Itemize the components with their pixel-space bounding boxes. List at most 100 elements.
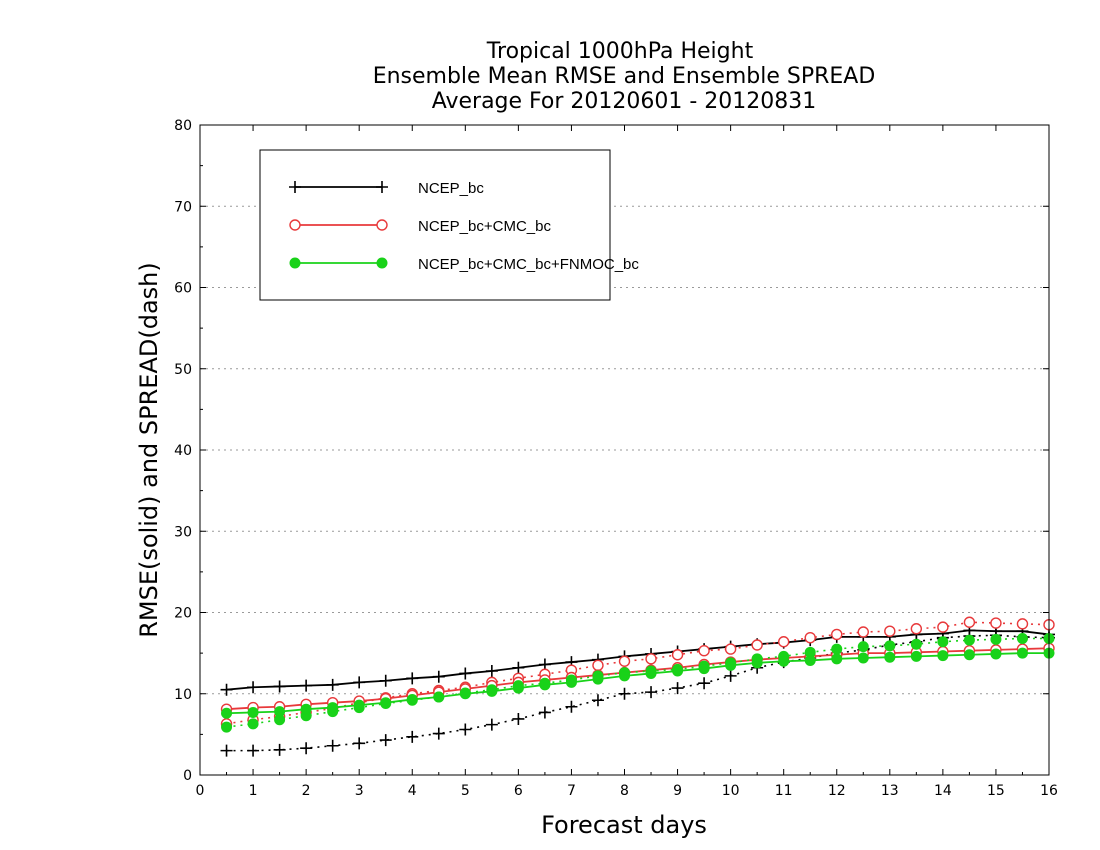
rmse-point [990,648,1002,660]
x-axis: 0 1 2 3 4 5 6 7 8 9 10 11 12 13 14 15 16 [196,125,1058,799]
spread-point [910,638,922,650]
title-line-3: Average For 20120601 - 20120831 [432,89,817,114]
x-tick-label: 13 [881,783,899,799]
rmse-point [247,681,260,694]
spread-point [247,718,259,730]
rmse-point [751,657,763,669]
rmse-point [459,667,472,680]
rmse-point [725,659,737,671]
y-tick-label: 40 [174,443,192,459]
rmse-point [247,706,259,718]
rmse-point [327,702,339,714]
spread-point [777,636,790,648]
x-tick-label: 7 [567,783,576,799]
spread-point [884,625,896,637]
spread-point [645,686,658,699]
spread-point [592,659,604,672]
series-layer [220,616,1055,757]
y-tick-label: 30 [174,524,192,540]
spread-point [937,621,949,633]
y-tick-label: 70 [174,199,192,215]
y-tick-label: 10 [174,687,192,703]
rmse-point [433,691,445,703]
x-tick-label: 2 [302,783,311,799]
x-tick-label: 15 [987,783,1005,799]
rmse-point [884,651,896,663]
y-axis: 0 10 20 30 40 50 60 70 80 [174,118,1049,784]
legend-label: NCEP_bc+CMC_bc [418,218,551,235]
y-axis-label: RMSE(solid) and SPREAD(dash) [135,262,163,638]
spread-point [963,616,976,628]
rmse-point [512,682,524,694]
spread-point [538,706,551,719]
rmse-point [273,680,286,693]
rmse-point [565,676,577,688]
rmse-point [937,650,949,662]
x-tick-label: 9 [673,783,682,799]
x-tick-label: 8 [620,783,629,799]
x-tick-label: 0 [196,783,205,799]
x-tick-label: 11 [775,783,793,799]
spread-point [645,653,657,665]
spread-point [910,623,923,635]
rmse-point [857,652,869,664]
legend-marker [376,219,388,231]
x-tick-label: 10 [722,783,740,799]
rmse-point [539,679,551,691]
legend-marker [289,181,301,193]
spread-point [698,677,711,690]
rmse-point [300,679,313,692]
legend-label: NCEP_bc [418,180,484,197]
rmse-point [274,706,286,718]
spread-point [1016,618,1029,630]
rmse-point [804,654,816,666]
rmse-point [645,667,657,679]
legend-item-2: NCEP_bc+CMC_bc [289,218,551,235]
spread-point [831,643,843,655]
rmse-point [406,693,418,705]
spread-point [300,742,313,755]
spread-line [226,621,1050,725]
spread-point [406,730,419,743]
legend-items: NCEP_bc NCEP_bc+CMC_bc NCEP_bc+CMC_bc+FNMO… [289,180,639,273]
spread-point [512,712,525,725]
spread-point [671,649,684,661]
spread-point [724,669,737,682]
x-tick-label: 3 [355,783,364,799]
rmse-point [963,649,975,661]
spread-point [804,631,816,644]
spread-point [857,641,869,653]
rmse-point [910,650,922,662]
rmse-point [220,683,233,696]
legend-item-1: NCEP_bc [289,180,484,197]
spread-point [618,655,631,667]
y-tick-label: 80 [174,118,192,134]
spread-point [963,634,975,646]
x-tick-label: 1 [249,783,258,799]
x-tick-label: 5 [461,783,470,799]
spread-point [618,687,631,700]
rmse-point [512,661,525,674]
spread-point [379,734,392,747]
spread-point [273,743,286,756]
spread-point [221,721,233,733]
legend-marker [376,181,388,193]
spread-point [565,700,578,713]
y-tick-label: 60 [174,281,192,297]
y-tick-label: 0 [183,768,192,784]
rmse-point [1016,647,1028,659]
rmse-point [592,673,604,685]
spread-point [884,640,896,652]
spread-point [459,723,472,736]
spread-point [220,744,233,757]
rmse-point [221,707,233,719]
spread-point [485,718,498,731]
x-tick-label: 4 [408,783,417,799]
rmse-point [459,688,471,700]
spread-point [831,628,843,641]
spread-point [857,626,869,638]
rmse-point [353,699,365,711]
spread-point [671,682,684,695]
rmse-point [300,703,312,715]
spread-point [751,639,763,651]
